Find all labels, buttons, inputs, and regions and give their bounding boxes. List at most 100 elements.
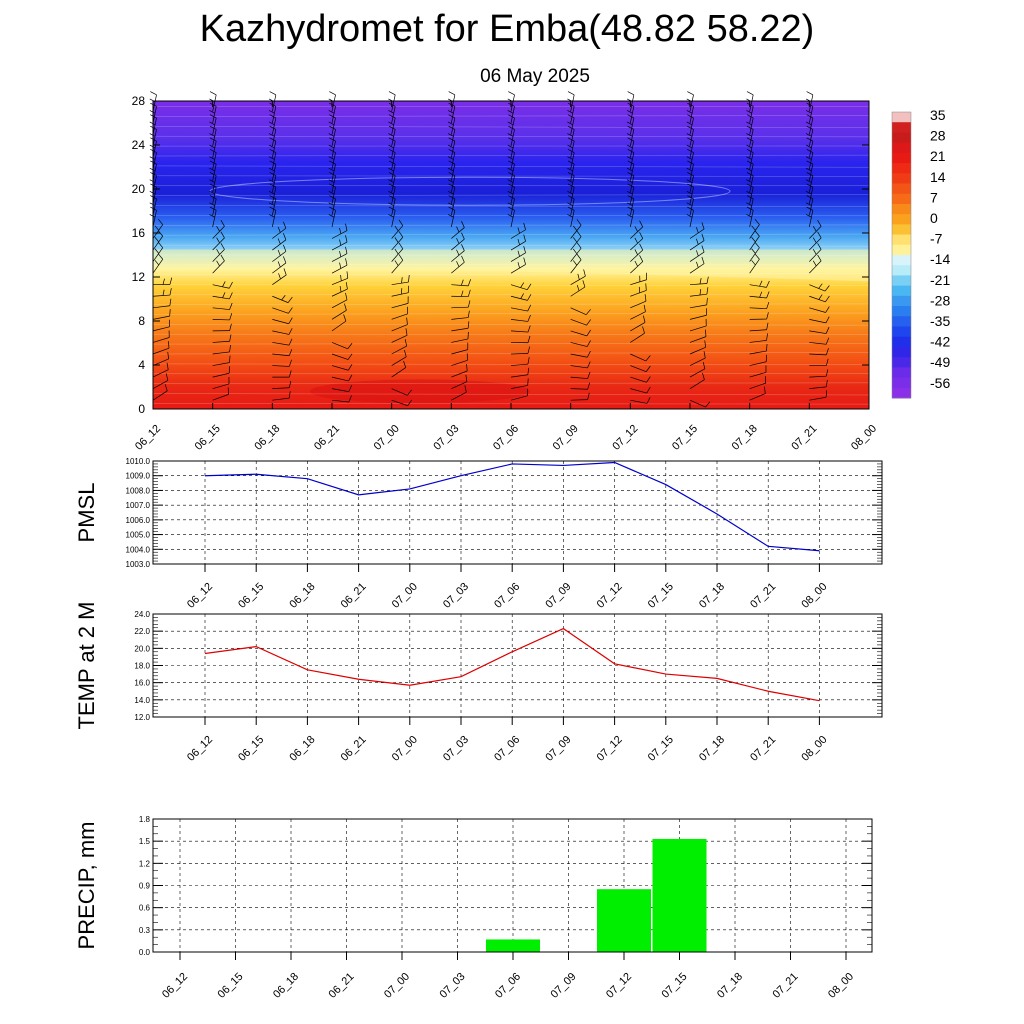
wind-barb-flag [328, 156, 335, 160]
wind-barb-flag [812, 249, 817, 255]
pmsl-panel: 1010.0 1009.0 1008.0 1007.0 1006.0 1005.0 1004… [74, 457, 883, 611]
wind-barb-flag [388, 202, 394, 206]
colorbar-swatch [892, 224, 911, 236]
wind-barb-flag [507, 190, 514, 195]
wind-barb [451, 391, 467, 401]
wind-barb [809, 307, 826, 313]
wind-barb [152, 94, 157, 112]
colorbar-swatch [892, 122, 911, 133]
wind-barb [450, 129, 456, 147]
wind-barb [689, 283, 707, 286]
wind-barb-flag [805, 190, 812, 195]
time-tick-label: 07_09 [543, 581, 573, 611]
y-tick-label: 18.0 [134, 662, 150, 671]
wind-barb [450, 140, 456, 158]
wind-barb-flag [805, 156, 812, 160]
wind-barb [570, 319, 587, 326]
wind-barb-flag [817, 231, 822, 238]
wind-barb-flag [825, 337, 830, 345]
wind-barb [391, 313, 408, 320]
wind-barb [272, 227, 287, 239]
time-tick-label: 08_00 [799, 581, 829, 611]
wind-barb [570, 152, 575, 170]
time-tick-label: 07_12 [610, 423, 640, 453]
wind-barb [749, 235, 760, 251]
time-tick-label: 06_15 [236, 581, 266, 611]
colorbar-swatch [892, 306, 911, 317]
wind-barb-flag [645, 283, 647, 291]
wind-barb [272, 397, 290, 401]
wind-barb [152, 235, 164, 251]
wind-barb-flag [746, 121, 752, 126]
wind-barb [391, 399, 408, 407]
wind-barb-flag [209, 172, 217, 176]
colorbar-label: 35 [930, 107, 946, 123]
time-tick-label: 07_00 [382, 971, 412, 1001]
wind-barb-flag [643, 304, 646, 312]
wind-barb [212, 187, 217, 204]
wind-barb-flag [388, 167, 394, 172]
wind-barb-flag [508, 137, 515, 142]
wind-barb [630, 365, 647, 372]
y-tick-label: 1009.0 [126, 472, 151, 481]
wind-barb-flag [268, 144, 275, 149]
wind-barb-flag [388, 156, 394, 160]
wind-barb [749, 117, 754, 135]
wind-barb [570, 129, 575, 147]
colorbar-swatch [892, 234, 911, 246]
wind-barb-flag [288, 328, 293, 335]
y-tick-label: 1005.0 [126, 531, 151, 540]
wind-barb [152, 247, 164, 262]
isotherm-contour [152, 273, 870, 276]
wind-barb-flag [567, 202, 573, 206]
wind-barb-flag [277, 226, 281, 233]
wind-barb-flag [626, 190, 633, 195]
wind-barb-flag [269, 183, 277, 188]
wind-barb-flag [448, 172, 456, 176]
colorbar-swatch [892, 377, 911, 389]
wind-barb [272, 330, 290, 335]
wind-barb-flag [154, 248, 160, 254]
wind-barb-flag [701, 245, 705, 253]
wind-barb-flag [812, 225, 817, 232]
wind-barb-flag [283, 221, 287, 229]
wind-barb [510, 295, 528, 301]
wind-barb-flag [704, 340, 706, 348]
y-tick-label: 1007.0 [126, 501, 151, 510]
y-tick-label: 0.6 [139, 904, 151, 913]
wind-barb [749, 340, 767, 343]
wind-barb-flag [329, 125, 336, 130]
wind-barb [212, 351, 230, 355]
wind-barb-flag [806, 114, 814, 119]
isotherm-contour [152, 165, 870, 168]
colorbar-swatch [892, 112, 911, 123]
wind-barb-flag [567, 214, 573, 218]
y-tick-label: 16.0 [134, 679, 150, 688]
precip-bar [652, 838, 707, 952]
wind-barb [629, 210, 635, 228]
wind-barb-flag [345, 282, 348, 290]
wind-barb-flag [746, 190, 752, 195]
wind-barb [152, 175, 157, 193]
wind-barb [391, 225, 404, 239]
y-tick-label: 1.2 [139, 859, 151, 868]
colorbar-label: -35 [930, 313, 950, 329]
wind-barb-flag [158, 253, 164, 260]
wind-barb [152, 315, 170, 320]
wind-barb-flag [825, 348, 829, 356]
y-tick-label: 1.8 [139, 815, 151, 824]
wind-barb-flag [587, 361, 591, 369]
wind-barb [749, 210, 754, 228]
colorbar-swatch [892, 285, 911, 297]
wind-barb-flag [686, 214, 693, 218]
isotherm-contour [152, 194, 870, 196]
wind-barb-flag [158, 230, 164, 237]
wind-barb [749, 106, 754, 124]
wind-barb [212, 295, 230, 300]
wind-barb-flag [746, 91, 754, 96]
wind-barb [451, 359, 468, 366]
wind-barb-flag [806, 160, 814, 165]
wind-barb-flag [825, 358, 829, 366]
wind-barb-flag [398, 254, 404, 261]
wind-barb-flag [586, 340, 591, 347]
